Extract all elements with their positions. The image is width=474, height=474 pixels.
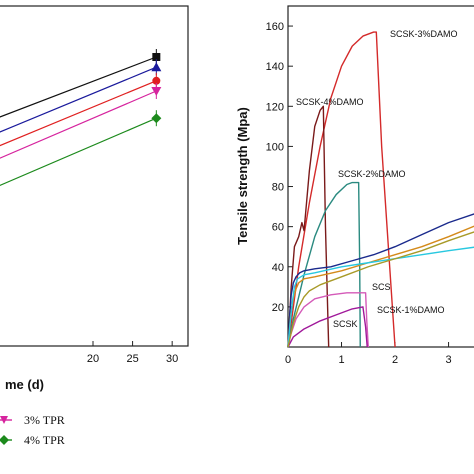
left-line-navy — [0, 66, 157, 133]
annotation-scsk-2-damo: SCSK-2%DAMO — [338, 169, 406, 179]
legend-label-4pct: 4% TPR — [24, 433, 65, 447]
right-y-tick-label: 100 — [266, 141, 284, 153]
left-x-axis-label: me (d) — [5, 377, 44, 392]
legend-marker-4pct — [0, 435, 9, 445]
left-x-tick-label: 20 — [87, 353, 99, 365]
right-y-tick-label: 140 — [266, 61, 284, 73]
right-series-scsk — [287, 306, 368, 348]
right-series-blue — [287, 213, 474, 348]
right-x-tick-label: 3 — [446, 354, 452, 366]
right-series-scsk4 — [287, 105, 330, 348]
left-marker-magenta — [151, 87, 162, 96]
right-annotations: SCSK-3%DAMO SCSK-4%DAMO SCSK-2%DAMO SCS … — [296, 29, 458, 329]
right-series-scsk2 — [287, 181, 361, 348]
left-series-black — [0, 49, 161, 118]
left-chart: 20 25 30 me (d) 3% TPR 4% TPR — [0, 5, 189, 447]
annotation-scsk: SCSK — [333, 319, 358, 329]
left-marker-navy — [151, 62, 162, 72]
left-x-tick-label: 30 — [166, 353, 178, 365]
right-x-tick-label: 0 — [285, 354, 291, 366]
left-series-red — [0, 72, 161, 147]
right-y-tick-label: 120 — [266, 101, 284, 113]
right-series-cyan — [287, 246, 474, 348]
left-marker-green — [151, 113, 162, 124]
right-plot-frame — [287, 5, 474, 348]
left-series-green — [0, 110, 162, 186]
left-line-green — [0, 117, 157, 186]
right-chart: 20 40 60 80 100 120 140 160 0 1 2 3 Tensile strengt… — [235, 5, 474, 366]
right-series-scsk3 — [287, 31, 396, 348]
left-line-magenta — [0, 90, 157, 159]
right-y-tick-label: 40 — [272, 262, 284, 274]
right-series-scs — [287, 292, 369, 348]
legend-marker-3pct — [0, 416, 8, 424]
left-x-tick-label: 25 — [126, 353, 138, 365]
right-x-tick-label: 2 — [392, 354, 398, 366]
left-marker-black — [152, 53, 161, 61]
right-y-axis-label: Tensile strength (Mpa) — [235, 107, 250, 245]
annotation-scsk-1-damo: SCSK-1%DAMO — [377, 305, 445, 315]
left-legend: 3% TPR 4% TPR — [0, 413, 65, 447]
left-line-red — [0, 80, 157, 147]
right-series-olive — [287, 231, 474, 348]
right-y-tick-label: 60 — [272, 222, 284, 234]
legend-label-3pct: 3% TPR — [24, 413, 65, 427]
right-y-tick-label: 80 — [272, 182, 284, 194]
annotation-scsk-4-damo: SCSK-4%DAMO — [296, 97, 364, 107]
right-y-tick-label: 20 — [272, 302, 284, 314]
right-y-tick-label: 160 — [266, 21, 284, 33]
annotation-scsk-3-damo: SCSK-3%DAMO — [390, 29, 458, 39]
left-marker-red — [152, 76, 161, 85]
left-line-black — [0, 56, 157, 118]
right-x-tick-label: 1 — [338, 354, 344, 366]
annotation-scs: SCS — [372, 282, 391, 292]
left-series-navy — [0, 59, 162, 133]
left-series-magenta — [0, 83, 162, 159]
